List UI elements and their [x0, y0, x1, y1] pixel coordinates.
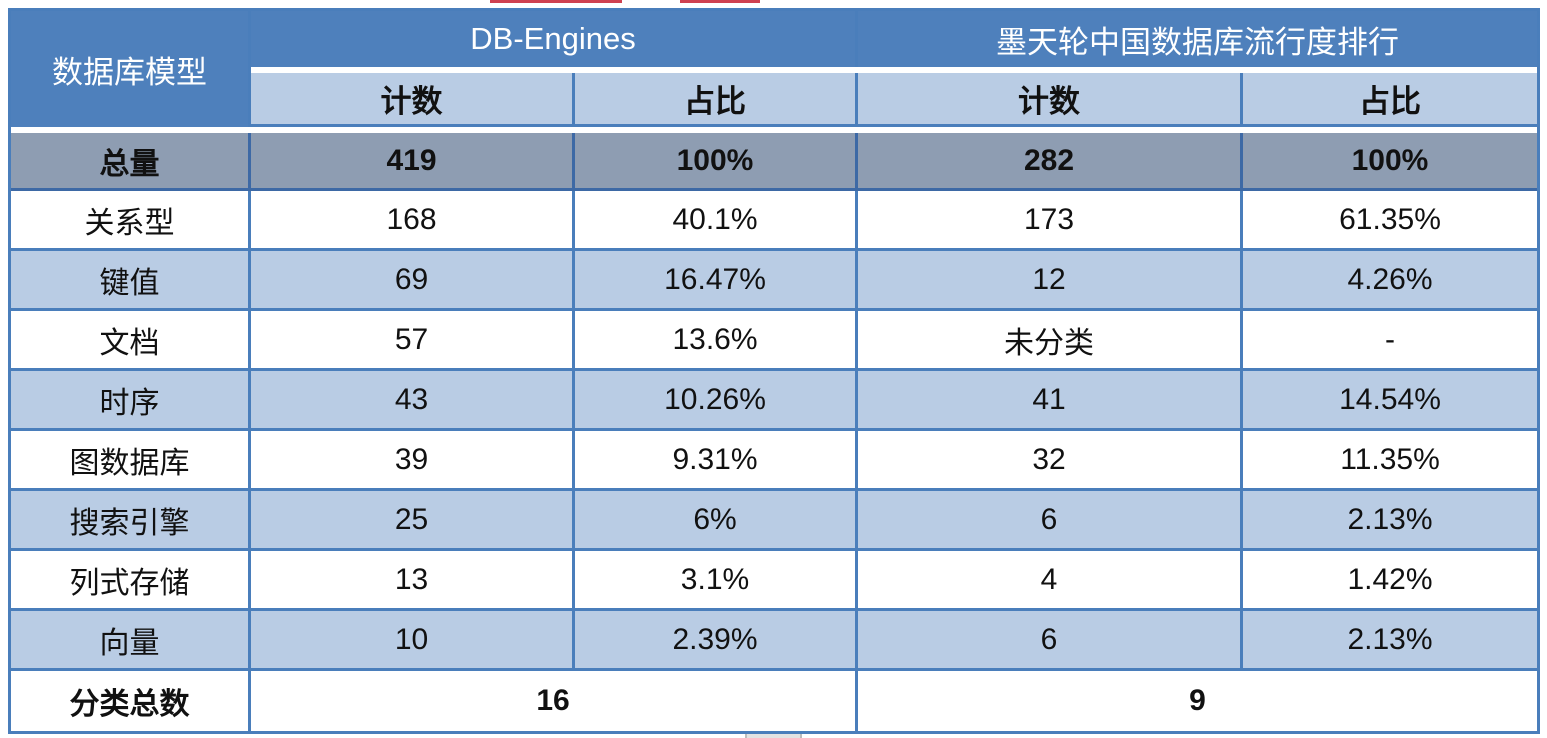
- mtl-share-cell: 1.42%: [1243, 551, 1537, 611]
- subheader-db-count: 计数: [251, 73, 575, 127]
- mtl-count-cell: 41: [858, 371, 1243, 431]
- mtl-share-cell: 61.35%: [1243, 191, 1537, 251]
- db-count-cell: 13: [251, 551, 575, 611]
- row-label: 关系型: [11, 191, 251, 251]
- mtl-share-cell: 11.35%: [1243, 431, 1537, 491]
- db-count-cell: 168: [251, 191, 575, 251]
- database-model-comparison-table: 数据库模型 DB-Engines 墨天轮中国数据库流行度排行 计数 占比 计数 …: [8, 8, 1540, 734]
- subheader-mtl-share: 占比: [1243, 73, 1537, 127]
- mtl-count-cell: 未分类: [858, 311, 1243, 371]
- footer-label: 分类总数: [11, 671, 251, 731]
- db-count-cell: 10: [251, 611, 575, 671]
- total-db-count: 419: [251, 133, 575, 191]
- row-label: 图数据库: [11, 431, 251, 491]
- db-share-cell: 40.1%: [575, 191, 858, 251]
- mtl-count-cell: 4: [858, 551, 1243, 611]
- db-share-cell: 10.26%: [575, 371, 858, 431]
- db-share-cell: 6%: [575, 491, 858, 551]
- db-count-cell: 39: [251, 431, 575, 491]
- mtl-count-cell: 32: [858, 431, 1243, 491]
- db-share-cell: 16.47%: [575, 251, 858, 311]
- cropped-scrollbar-fragment: [745, 734, 802, 738]
- group-header-db-engines: DB-Engines: [251, 11, 858, 67]
- footer-mtl-category-total: 9: [858, 671, 1537, 731]
- row-label: 向量: [11, 611, 251, 671]
- db-share-cell: 13.6%: [575, 311, 858, 371]
- db-share-cell: 2.39%: [575, 611, 858, 671]
- subheader-db-share: 占比: [575, 73, 858, 127]
- db-count-cell: 25: [251, 491, 575, 551]
- mtl-count-cell: 12: [858, 251, 1243, 311]
- cropped-red-underline-right: [680, 0, 760, 3]
- mtl-share-cell: 2.13%: [1243, 611, 1537, 671]
- db-share-cell: 9.31%: [575, 431, 858, 491]
- mtl-count-cell: 173: [858, 191, 1243, 251]
- total-mtl-count: 282: [858, 133, 1243, 191]
- subheader-gap-strip: [11, 127, 1537, 133]
- row-label: 文档: [11, 311, 251, 371]
- db-count-cell: 43: [251, 371, 575, 431]
- cropped-red-underline-left: [490, 0, 622, 3]
- mtl-share-cell: 4.26%: [1243, 251, 1537, 311]
- subheader-mtl-count: 计数: [858, 73, 1243, 127]
- mtl-share-cell: 14.54%: [1243, 371, 1537, 431]
- header-gap-strip: [251, 67, 1537, 73]
- row-label: 列式存储: [11, 551, 251, 611]
- row-label: 搜索引擎: [11, 491, 251, 551]
- db-count-cell: 57: [251, 311, 575, 371]
- footer-db-category-total: 16: [251, 671, 858, 731]
- db-count-cell: 69: [251, 251, 575, 311]
- mtl-count-cell: 6: [858, 491, 1243, 551]
- row-label: 键值: [11, 251, 251, 311]
- mtl-share-cell: -: [1243, 311, 1537, 371]
- mtl-share-cell: 2.13%: [1243, 491, 1537, 551]
- total-row-label: 总量: [11, 133, 251, 191]
- db-share-cell: 3.1%: [575, 551, 858, 611]
- total-mtl-share: 100%: [1243, 133, 1537, 191]
- total-db-share: 100%: [575, 133, 858, 191]
- group-header-motianlun: 墨天轮中国数据库流行度排行: [858, 11, 1537, 67]
- corner-header-database-model: 数据库模型: [11, 11, 251, 127]
- mtl-count-cell: 6: [858, 611, 1243, 671]
- row-label: 时序: [11, 371, 251, 431]
